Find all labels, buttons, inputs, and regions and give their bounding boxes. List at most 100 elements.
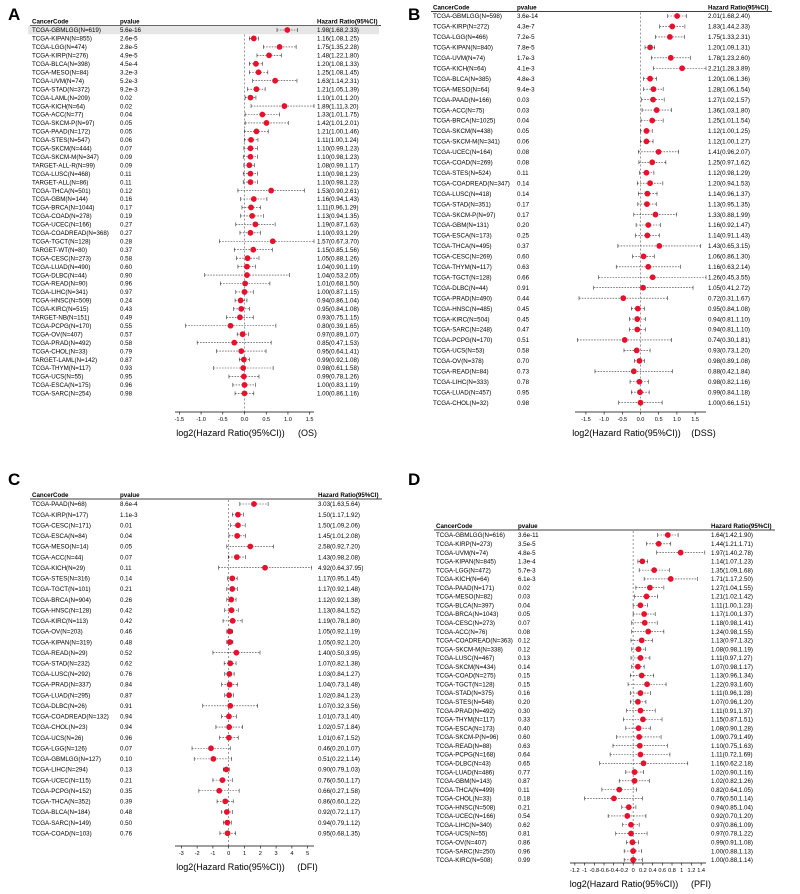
- pvalue-label: 0.76: [120, 671, 133, 678]
- hazard-ratio-label: 1.17(0.92,1.48): [318, 586, 360, 593]
- table-row: TCGA-CHOL(N=33) 0.18 0.76(0.50,1.14): [436, 795, 753, 803]
- header-cancer-code: CancerCode: [32, 19, 69, 26]
- x-tick-label: 2: [259, 851, 262, 857]
- x-axis-title: log2(Hazard Ratio(95%CI)): [572, 428, 681, 438]
- cancer-code-label: TCGA-STAD(N=375): [436, 690, 494, 697]
- pvalue-label: 0.42: [120, 618, 133, 625]
- hr-point: [224, 830, 231, 837]
- pvalue-label: 0.05: [120, 120, 133, 127]
- pvalue-label: 0.99: [518, 857, 531, 864]
- pvalue-label: 0.63: [517, 264, 530, 271]
- hr-point: [666, 34, 673, 40]
- hazard-ratio-label: 0.51(0.22,1.14): [318, 756, 360, 763]
- cancer-code-label: TCGA-SKCM(N=444): [32, 146, 92, 153]
- hazard-ratio-label: 1.20(1.08,1.33): [317, 61, 359, 68]
- hazard-ratio-label: 1.00(0.87,1.15): [317, 289, 359, 296]
- panel-label-a: A: [8, 5, 20, 24]
- pvalue-label: 0.07: [120, 745, 133, 752]
- cancer-code-label: TCGA-UCEC(N=164): [433, 149, 492, 156]
- table-row: TCGA-PAAD(N=172) 0.05 1.21(1.00,1.46): [32, 128, 359, 136]
- hr-point: [235, 522, 241, 529]
- pvalue-label: 0.14: [517, 191, 530, 198]
- table-row: TCGA-STAD(N=375) 0.16 1.11(0.96,1.28): [436, 690, 753, 697]
- cancer-code-label: TCGA-THCA(N=495): [433, 243, 492, 250]
- cancer-code-label: TARGET-NB(N=151): [32, 315, 89, 322]
- pvalue-label: 0.02: [120, 103, 133, 110]
- cancer-code-label: TCGA-LUAD(N=490): [32, 264, 90, 271]
- hr-point: [641, 611, 648, 617]
- table-row: TCGA-STAD(N=351) 0.17 1.13(0.95,1.35): [433, 201, 750, 208]
- table-row: TCGA-THCA(N=499) 0.11 0.82(0.64,1.05): [436, 786, 753, 794]
- header-cancer-code: CancerCode: [32, 492, 69, 499]
- table-row: TCGA-UCS(N=55) 0.95 0.99(0.78,1.26): [32, 373, 359, 381]
- table-row: TCGA-READ(N=29) 0.52 1.40(0.50,3.95): [32, 649, 360, 657]
- cancer-code-label: TARGET-WT(N=80): [32, 247, 87, 254]
- x-tick-label: 1: [243, 851, 246, 857]
- pvalue-label: 0.30: [518, 708, 531, 715]
- hazard-ratio-label: 1.25(1.08,1.45): [317, 69, 359, 76]
- cancer-code-label: TCGA-SKCM-M(N=341): [433, 139, 500, 146]
- pvalue-label: 4.9e-5: [120, 53, 138, 60]
- hazard-ratio-label: 4.92(0.64,37.95): [318, 565, 363, 572]
- cancer-code-label: TCGA-PCPG(N=170): [32, 323, 91, 330]
- pvalue-label: 4.8e-5: [518, 550, 536, 557]
- cancer-code-label: TCGA-LGG(N=472): [436, 567, 491, 574]
- pvalue-label: 0.11: [120, 171, 132, 178]
- cancer-code-label: TCGA-BLCA(N=385): [433, 76, 491, 83]
- table-row: TCGA-PAAD(N=68) 8.6e-4 3.03(1.63,5.64): [32, 501, 360, 508]
- table-row: TCGA-KIPAN(N=840) 7.8e-5 1.20(1.09,1.31): [433, 44, 750, 52]
- pvalue-label: 0.94: [120, 724, 133, 731]
- table-row: TCGA-COADREAD(N=363) 0.12 1.13(0.97,1.32): [436, 637, 753, 645]
- hr-point: [250, 35, 257, 42]
- cancer-code-label: TCGA-UCEC(N=115): [32, 777, 91, 784]
- cancer-code-label: TCGA-OV(N=203): [32, 629, 83, 636]
- cancer-code-label: TCGA-BLCA(N=397): [436, 602, 494, 609]
- hr-point: [266, 52, 272, 59]
- x-tick-label: -0.6: [599, 868, 609, 874]
- hr-point: [226, 713, 232, 720]
- hr-point: [643, 138, 650, 145]
- hr-point: [249, 213, 256, 219]
- table-row: TCGA-KICH(N=29) 0.11 4.92(0.64,37.95): [32, 564, 363, 572]
- pvalue-label: 0.60: [120, 264, 133, 271]
- hazard-ratio-label: 1.98(1.68,2.33): [317, 27, 359, 34]
- hr-point: [222, 798, 229, 805]
- hr-point: [240, 373, 247, 380]
- pvalue-label: 0.05: [120, 129, 133, 136]
- pvalue-label: 0.90: [120, 272, 133, 279]
- cancer-code-label: TCGA-GBM(N=143): [436, 778, 492, 785]
- table-row: TCGA-SARC(N=250) 0.96 1.00(0.88,1.13): [436, 848, 753, 855]
- hazard-ratio-label: 1.36(1.03,1.80): [708, 107, 750, 114]
- hazard-ratio-label: 0.93(0.75,1.15): [317, 315, 359, 322]
- hazard-ratio-label: 1.14(1.07,1.23): [711, 559, 753, 566]
- hr-point: [634, 326, 641, 333]
- cancer-code-label: TCGA-SARC(N=254): [32, 391, 91, 398]
- pvalue-label: 0.51: [517, 337, 530, 344]
- hr-point: [635, 725, 642, 732]
- hr-point: [262, 564, 268, 571]
- x-tick-label: -0.5: [218, 417, 228, 423]
- table-row: TCGA-READ(N=90) 0.96 1.01(0.68,1.50): [32, 280, 359, 288]
- hr-point: [228, 596, 235, 603]
- table-row: TCGA-KICH(N=64) 6.1e-3 1.71(1.17,2.50): [436, 576, 753, 583]
- hr-point: [219, 777, 226, 784]
- hazard-ratio-label: 0.92(0.72,1.17): [318, 809, 360, 816]
- hr-point: [628, 830, 634, 837]
- cancer-code-label: TCGA-UCEC(N=166): [32, 222, 91, 229]
- cancer-code-label: TCGA-PCPG(N=170): [433, 337, 492, 344]
- table-row: TCGA-STES(N=548) 0.20 1.07(0.96,1.20): [436, 698, 753, 706]
- hr-point: [241, 390, 248, 397]
- hazard-ratio-label: 1.15(0.87,1.51): [711, 717, 753, 724]
- table-row: TCGA-GBM(N=131) 0.20 1.16(0.92,1.47): [433, 222, 750, 229]
- table-row: TCGA-LIHC(N=333) 0.78 0.98(0.82,1.16): [433, 378, 750, 386]
- table-row: TCGA-UVM(N=74) 5.2e-3 1.63(1.14,2.31): [32, 77, 359, 85]
- pvalue-label: 0.78: [517, 379, 530, 386]
- cancer-code-label: TCGA-ESCA(N=173): [433, 233, 492, 240]
- x-axis-endpoint-tag: (DFI): [297, 862, 318, 872]
- pvalue-label: 0.19: [120, 213, 133, 220]
- hazard-ratio-label: 1.02(0.57,1.84): [318, 724, 360, 731]
- table-row: TCGA-UCS(N=53) 0.58 0.93(0.73,1.20): [433, 347, 750, 355]
- table-row: TCGA-GBMLGG(N=127) 0.10 0.51(0.22,1.14): [32, 755, 360, 763]
- table-row: TCGA-SKCM(N=438) 0.05 1.12(1.00,1.25): [433, 128, 750, 135]
- x-tick-label: 0.8: [668, 868, 676, 874]
